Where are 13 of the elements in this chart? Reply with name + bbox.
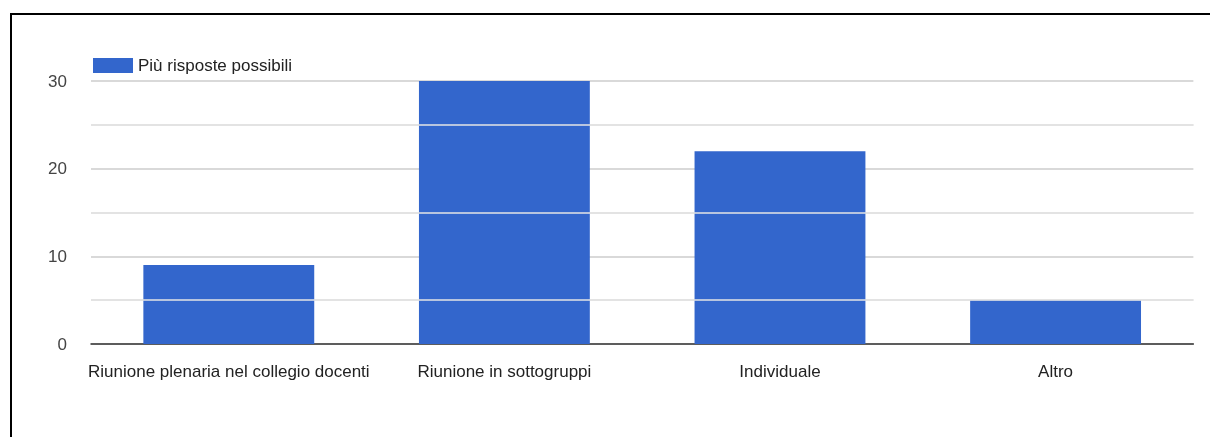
bar bbox=[694, 151, 866, 344]
x-tick-label: Altro bbox=[1038, 362, 1074, 381]
bar bbox=[970, 300, 1142, 344]
legend-label: Più risposte possibili bbox=[138, 56, 293, 75]
x-tick-label: Individuale bbox=[739, 362, 821, 381]
x-tick-label: Riunione in sottogruppi bbox=[417, 362, 592, 381]
y-tick-label: 30 bbox=[48, 71, 67, 91]
y-tick-label: 10 bbox=[48, 246, 67, 266]
y-tick-label: 0 bbox=[57, 334, 67, 354]
y-tick-label: 20 bbox=[48, 159, 67, 179]
bar bbox=[418, 81, 590, 344]
bar bbox=[143, 265, 315, 344]
x-tick-label: Riunione plenaria nel collegio docenti bbox=[87, 362, 370, 381]
